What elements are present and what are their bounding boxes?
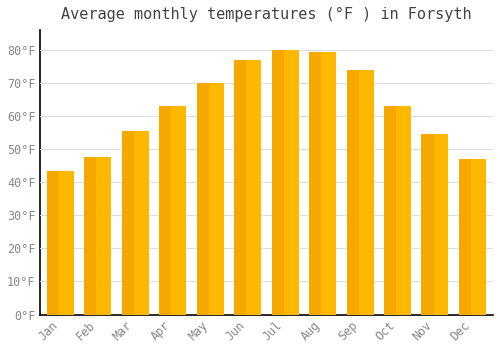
Bar: [234, 60, 261, 315]
Bar: [284, 50, 298, 315]
Bar: [459, 159, 486, 315]
Bar: [172, 106, 186, 315]
Bar: [321, 51, 336, 315]
Bar: [159, 106, 186, 315]
Bar: [434, 134, 448, 315]
Bar: [358, 70, 374, 315]
Bar: [422, 134, 448, 315]
Bar: [134, 131, 148, 315]
Bar: [396, 106, 411, 315]
Bar: [96, 158, 111, 315]
Bar: [209, 83, 224, 315]
Bar: [384, 106, 411, 315]
Title: Average monthly temperatures (°F ) in Forsyth: Average monthly temperatures (°F ) in Fo…: [61, 7, 472, 22]
Bar: [272, 50, 298, 315]
Bar: [59, 171, 74, 315]
Bar: [196, 83, 224, 315]
Bar: [346, 70, 374, 315]
Bar: [246, 60, 261, 315]
Bar: [84, 158, 111, 315]
Bar: [309, 51, 336, 315]
Bar: [471, 159, 486, 315]
Bar: [122, 131, 148, 315]
Bar: [46, 171, 74, 315]
